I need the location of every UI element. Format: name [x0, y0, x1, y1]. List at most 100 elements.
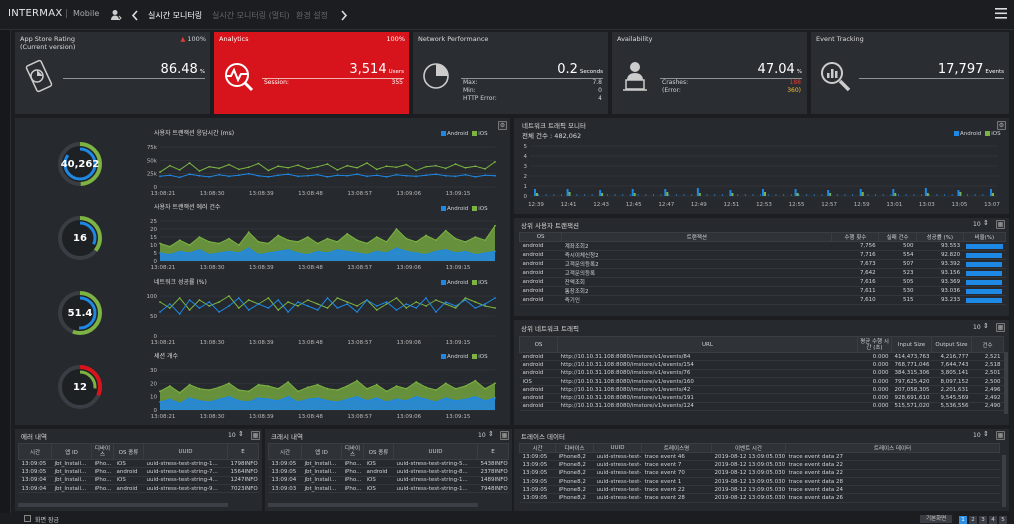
table-row[interactable]: 13:09:05iPhone8,2uuid-stress-test-...tra… — [519, 469, 1000, 478]
page-button-4[interactable]: 4 — [989, 516, 997, 524]
col-time[interactable]: 시간 — [519, 443, 556, 453]
export-icon[interactable]: ▦ — [996, 431, 1005, 440]
table-row[interactable]: 13:09:05 jbt_Install... iPho... iOS uuid-str… — [18, 459, 259, 469]
tab-realtime-multi[interactable]: 실시간 모니터링 (멀티) — [212, 11, 290, 20]
table-row[interactable]: android http://10.10.31.108:8080/imstore/… — [519, 402, 1004, 412]
col-os-type[interactable]: OS 종류 — [363, 443, 394, 460]
table-row[interactable]: android 고객문의등록2 7,673 507 93.392 — [519, 259, 1006, 269]
page-size-select[interactable]: 10 — [973, 324, 981, 331]
table-row[interactable]: android http://10.10.31.108:8080/imstore/… — [519, 360, 1004, 370]
card-analytics[interactable]: Analytics 100% 3,514 Users Session: 355 — [213, 31, 410, 115]
page-size-select[interactable]: 10 — [973, 432, 981, 439]
col-os[interactable]: OS — [518, 232, 563, 242]
table-row[interactable]: 13:09:05 jbt_Install... iPho... android uuid… — [268, 467, 509, 477]
col-transaction[interactable]: 트랜잭션 — [561, 232, 833, 242]
col-trace-name[interactable]: 트레이스명 — [641, 443, 712, 453]
scrollbar[interactable] — [1004, 352, 1008, 414]
page-size-select[interactable]: 10 — [973, 221, 981, 228]
table-row[interactable]: 13:09:05iPhone8,2uuid-stress-test-...tra… — [519, 493, 1000, 503]
card-availability[interactable]: Availability 47.04% Crashes: 188 (Error:… — [611, 31, 808, 115]
col-output-size[interactable]: Output Size — [931, 336, 972, 353]
export-icon[interactable]: ▦ — [500, 431, 509, 440]
sort-updown-icon[interactable]: ⇕ — [983, 430, 989, 438]
page-size-select[interactable]: 10 — [478, 432, 486, 439]
table-row[interactable]: android 통장조회2 7,611 530 93.036 — [519, 286, 1006, 296]
table-row[interactable]: android 잔액조회 7,616 505 93.369 — [519, 277, 1006, 287]
chevron-left-icon[interactable] — [131, 10, 139, 21]
col-success-rate[interactable]: 성공률 (%) — [915, 232, 964, 242]
table-row[interactable]: android 계좌조회2 7,756 500 93.553 — [519, 241, 1006, 251]
col-event-time[interactable]: 이벤트 시간 — [711, 443, 786, 453]
page-button-5[interactable]: 5 — [999, 516, 1007, 524]
col-device[interactable]: 디바이스 — [91, 443, 114, 460]
chevron-right-icon[interactable] — [340, 10, 348, 21]
table-row[interactable]: 13:09:05iPhone8,2uuid-stress-test-...tra… — [519, 452, 1000, 462]
table-row[interactable]: android 즉기인 7,610 515 93.233 — [519, 295, 1006, 305]
table-row[interactable]: 13:09:04 jbt_Install... iPho... iOS uuid-str… — [18, 476, 259, 485]
col-uuid[interactable]: UUID — [393, 443, 478, 460]
col-failures[interactable]: 실패 건수 — [878, 232, 917, 242]
col-time[interactable]: 시간 — [268, 443, 302, 460]
col-os[interactable]: OS — [519, 336, 558, 353]
screen-lock-checkbox[interactable] — [24, 515, 31, 522]
table-row[interactable]: 13:09:05iPhone8,2uuid-stress-test-...tra… — [519, 460, 1000, 470]
sort-updown-icon[interactable]: ⇕ — [983, 219, 989, 227]
col-uuid[interactable]: UUID — [593, 443, 642, 453]
table-row[interactable]: android http://10.10.31.108:8080/imstore/… — [519, 393, 1004, 403]
col-device[interactable]: 디바이스 — [555, 443, 594, 453]
tab-realtime-monitoring[interactable]: 실시간 모니터링 — [148, 11, 203, 20]
sort-updown-icon[interactable]: ⇕ — [238, 430, 244, 438]
left-sidebar-strip[interactable] — [0, 30, 11, 524]
tab-settings[interactable]: 환경 설정 — [296, 11, 328, 20]
table-row[interactable]: android 고객문의등록 7,642 523 93.156 — [519, 268, 1006, 278]
export-icon[interactable]: ▦ — [996, 220, 1005, 229]
default-screen-button[interactable]: 기본화면 — [920, 515, 953, 523]
table-row[interactable]: android http://10.10.31.108:8080/imstore/… — [519, 385, 1004, 395]
table-row[interactable]: android http://10.10.31.108:8080/imstore/… — [519, 352, 1004, 362]
scrollbar[interactable] — [18, 503, 228, 507]
table-row[interactable]: iOS http://10.10.31.108:8080/imstore/v1/e… — [519, 377, 1004, 387]
col-app-id[interactable]: 앱 ID — [301, 443, 342, 460]
export-icon[interactable]: ▦ — [251, 431, 260, 440]
card-event-tracking[interactable]: Event Tracking 17,797 Events — [810, 31, 1010, 115]
sort-updown-icon[interactable]: ⇕ — [983, 322, 989, 330]
user-icon[interactable] — [110, 9, 122, 21]
col-time[interactable]: 시간 — [18, 443, 52, 460]
table-row[interactable]: 13:09:05iPhone8,2uuid-stress-test-...tra… — [519, 485, 1000, 495]
col-input-size[interactable]: Input Size — [891, 336, 932, 353]
settings-icon[interactable]: ⚙ — [997, 121, 1006, 130]
col-ratio[interactable]: 비율(%) — [962, 232, 1007, 242]
col-extra[interactable]: E — [227, 443, 259, 460]
col-avg-time[interactable]: 평균 수행 시간 (초) — [857, 336, 892, 353]
sort-updown-icon[interactable]: ⇕ — [488, 430, 494, 438]
col-count[interactable]: 수행 횟수 — [831, 232, 880, 242]
col-device[interactable]: 디바이스 — [341, 443, 364, 460]
table-row[interactable]: android 즉시이체신청2 7,716 554 92.820 — [519, 250, 1006, 260]
page-button-1[interactable]: 1 — [959, 516, 967, 524]
col-app-id[interactable]: 앱 ID — [51, 443, 92, 460]
data-point — [464, 385, 467, 387]
table-row[interactable]: 13:09:05 jbt_Install... iPho... iOS uuid-str… — [268, 459, 509, 469]
scrollbar[interactable] — [268, 503, 478, 507]
col-trace-data[interactable]: 트레이스 데이터 — [785, 443, 1000, 453]
export-icon[interactable]: ▦ — [996, 323, 1005, 332]
table-row[interactable]: 13:09:04 jbt_Install... iPho... iOS uuid-str… — [268, 476, 509, 485]
page-button-3[interactable]: 3 — [979, 516, 987, 524]
scrollbar[interactable] — [1002, 455, 1006, 507]
page-button-2[interactable]: 2 — [969, 516, 977, 524]
col-extra[interactable]: E — [477, 443, 509, 460]
page-size-select[interactable]: 10 — [228, 432, 236, 439]
menu-icon[interactable] — [995, 8, 1007, 19]
settings-icon[interactable]: ⚙ — [498, 121, 507, 130]
card-app-store-rating[interactable]: App Store Rating (Current version) ▲ 100%… — [14, 31, 211, 115]
col-uuid[interactable]: UUID — [143, 443, 228, 460]
table-row[interactable]: 13:09:05 jbt_Install... iPho... android uuid… — [18, 467, 259, 477]
table-row[interactable]: 13:09:04 jbt_Install... iPho... android uuid… — [18, 484, 259, 494]
col-url[interactable]: URL — [557, 336, 858, 353]
col-count[interactable]: 건수 — [971, 336, 1004, 353]
table-row[interactable]: 13:09:03 jbt_Install... iPho... iOS uuid-str… — [268, 484, 509, 494]
col-os-type[interactable]: OS 종류 — [113, 443, 144, 460]
card-network-performance[interactable]: Network Performance 0.2 Seconds Max: 7.8 … — [412, 31, 609, 115]
table-row[interactable]: android http://10.10.31.108:8080/imstore/… — [519, 369, 1004, 378]
table-row[interactable]: 13:09:05iPhone8,2uuid-stress-test-...tra… — [519, 477, 1000, 487]
